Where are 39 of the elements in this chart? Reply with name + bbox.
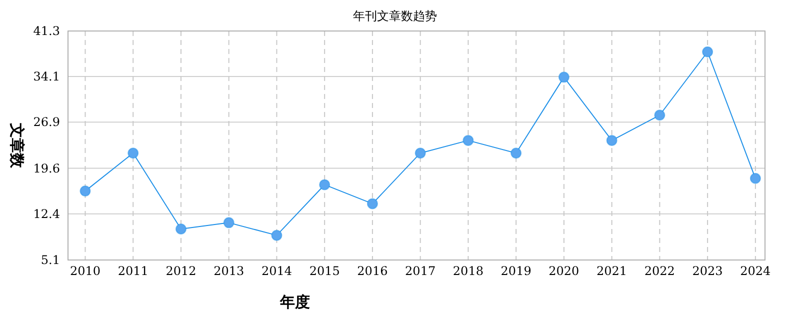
- x-tick-label: 2021: [596, 264, 628, 278]
- y-tick-label: 34.1: [33, 70, 60, 84]
- x-tick-label: 2010: [70, 264, 101, 278]
- point: [606, 134, 618, 146]
- y-axis-title: 文章数: [8, 122, 26, 169]
- x-tick-label: 2023: [692, 264, 723, 278]
- x-axis-title: 年度: [279, 293, 310, 311]
- x-tick-label: 2016: [357, 264, 388, 278]
- point: [175, 224, 186, 235]
- point: [366, 198, 378, 210]
- y-tick-label: 19.6: [33, 161, 60, 176]
- x-tick-label: 2018: [452, 264, 484, 278]
- y-tick-label: 41.3: [33, 24, 60, 38]
- y-tick-label: 26.9: [33, 115, 60, 130]
- x-tick-label: 2020: [548, 264, 580, 278]
- point: [80, 186, 91, 197]
- y-tick-label: 12.4: [33, 206, 60, 221]
- point: [654, 110, 666, 121]
- x-tick-label: 2012: [166, 264, 196, 278]
- point: [223, 217, 234, 228]
- y-tick-label: 5.1: [40, 253, 60, 267]
- x-tick-label: 2017: [405, 264, 436, 278]
- point: [702, 46, 714, 58]
- point: [462, 134, 474, 146]
- x-tick-label: 2015: [309, 264, 340, 278]
- point: [414, 148, 426, 159]
- point: [319, 179, 330, 190]
- x-tick-label: 2022: [644, 264, 675, 278]
- point: [510, 148, 522, 159]
- point: [558, 72, 570, 83]
- x-tick-label: 2013: [214, 264, 244, 278]
- point: [128, 148, 139, 159]
- x-tick-label: 2024: [740, 264, 772, 278]
- x-tick-label: 2011: [118, 264, 148, 278]
- x-tick-label: 2014: [261, 264, 292, 278]
- point: [271, 230, 282, 241]
- chart-title: 年刊文章数趋势: [353, 9, 437, 23]
- x-tick-label: 2019: [500, 264, 532, 278]
- point: [750, 172, 761, 184]
